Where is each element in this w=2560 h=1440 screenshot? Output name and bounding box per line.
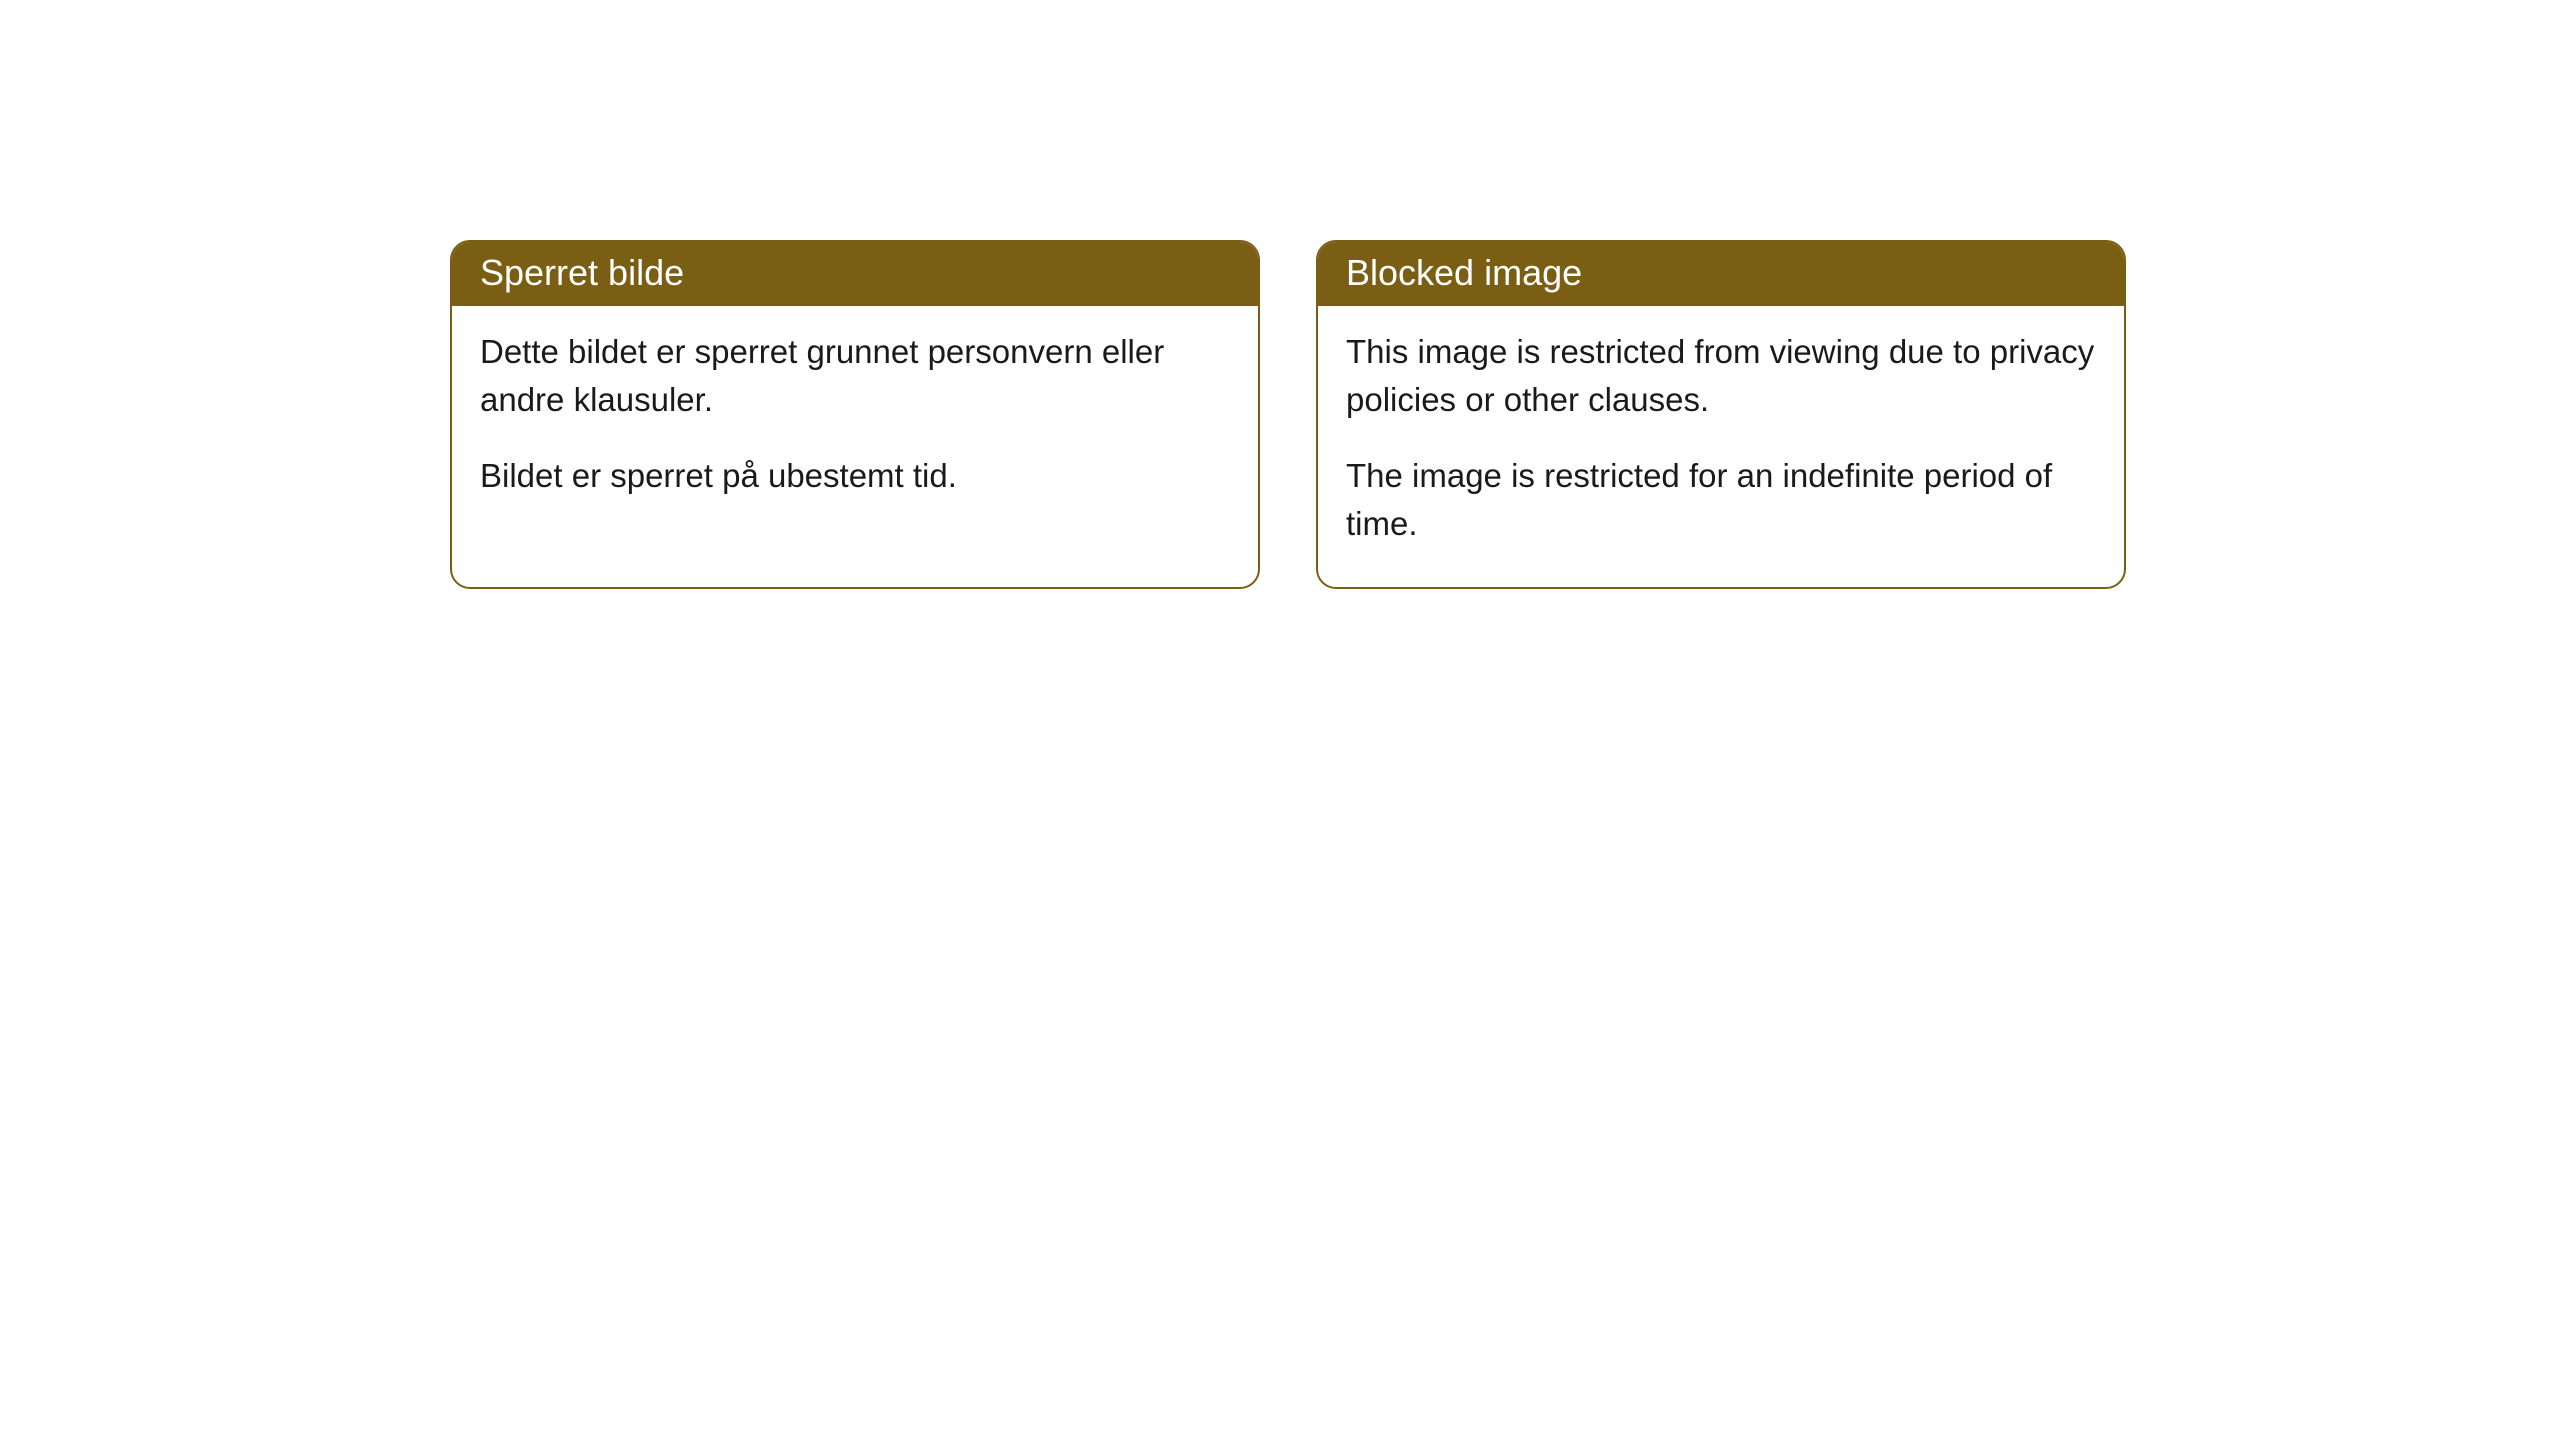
card-paragraph: The image is restricted for an indefinit… (1346, 452, 2096, 548)
card-header-norwegian: Sperret bilde (452, 242, 1258, 306)
card-paragraph: Dette bildet er sperret grunnet personve… (480, 328, 1230, 424)
notice-cards-container: Sperret bilde Dette bildet er sperret gr… (450, 240, 2126, 589)
card-paragraph: Bildet er sperret på ubestemt tid. (480, 452, 1230, 500)
card-title: Blocked image (1346, 252, 1582, 293)
card-paragraph: This image is restricted from viewing du… (1346, 328, 2096, 424)
blocked-image-card-norwegian: Sperret bilde Dette bildet er sperret gr… (450, 240, 1260, 589)
card-title: Sperret bilde (480, 252, 684, 293)
card-header-english: Blocked image (1318, 242, 2124, 306)
card-body-english: This image is restricted from viewing du… (1318, 306, 2124, 587)
card-body-norwegian: Dette bildet er sperret grunnet personve… (452, 306, 1258, 540)
blocked-image-card-english: Blocked image This image is restricted f… (1316, 240, 2126, 589)
